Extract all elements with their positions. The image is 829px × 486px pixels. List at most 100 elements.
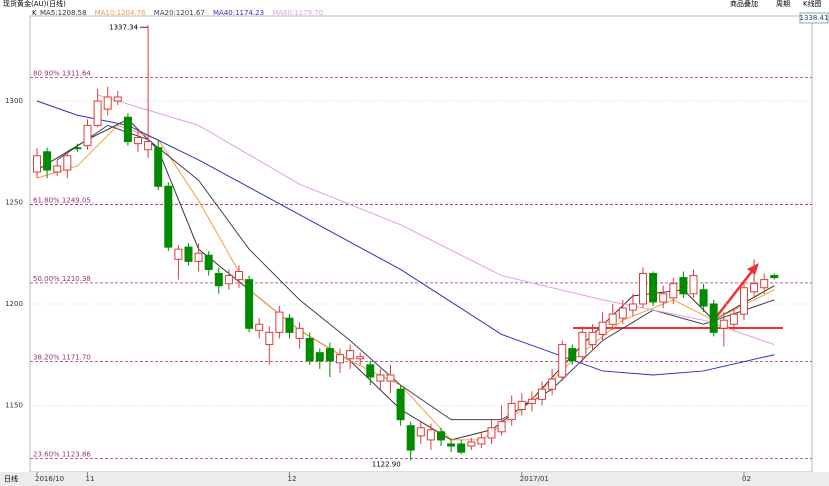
x-tick-label: 2016/10 xyxy=(35,475,64,483)
candle-body xyxy=(265,331,274,346)
toolbar-button[interactable]: K线图 xyxy=(803,0,822,8)
legend-entry: MA60:1179.70 xyxy=(272,9,323,17)
candle-body xyxy=(33,155,41,173)
candle-body xyxy=(608,313,617,325)
candle-body xyxy=(305,337,314,362)
x-tick-label: 11 xyxy=(86,475,95,483)
candle-body xyxy=(517,400,526,410)
candle-body xyxy=(245,279,254,329)
ma-line xyxy=(36,100,775,376)
y-tick-label: 1150 xyxy=(5,401,23,409)
candle-body xyxy=(376,374,385,382)
candle-body xyxy=(184,246,193,262)
chart-title: 现货黄金(AU)(日线) xyxy=(3,0,66,8)
candle-body xyxy=(527,398,536,404)
candle-body xyxy=(416,427,425,437)
candle-body xyxy=(659,293,668,303)
level-label: 23.60% 1123.86 xyxy=(33,450,91,458)
candle-body xyxy=(548,378,557,390)
candle-body xyxy=(73,147,82,150)
candle-body xyxy=(406,425,415,451)
candle-body xyxy=(396,388,405,421)
candle-body xyxy=(628,303,637,311)
candle-body xyxy=(315,352,324,362)
candle-body xyxy=(255,323,264,331)
candle-body xyxy=(53,165,62,173)
candle-body xyxy=(113,96,122,102)
candle-body xyxy=(447,443,456,447)
candle-body xyxy=(154,147,163,187)
candle-body xyxy=(83,124,92,147)
candle-body xyxy=(43,151,52,171)
x-tick-label: 02 xyxy=(742,475,751,483)
candle-body xyxy=(346,350,355,360)
max-label: 1337.34 xyxy=(109,23,138,31)
candle-body xyxy=(770,275,779,279)
y-tick-label: 1300 xyxy=(5,97,23,105)
level-label: 38.20% 1171.70 xyxy=(33,353,91,361)
candle-body xyxy=(275,311,284,333)
y-tick-label: 1250 xyxy=(5,198,23,206)
candle-body xyxy=(386,374,395,382)
candle-body xyxy=(588,331,597,346)
min-label: 1122.90 xyxy=(372,460,401,468)
candle-body xyxy=(618,307,627,319)
candle-body xyxy=(689,275,698,295)
candle-body xyxy=(598,321,607,335)
candle-body xyxy=(568,348,577,362)
candle-body xyxy=(194,252,203,262)
candle-body xyxy=(356,356,365,360)
level-label: 80.90% 1311.64 xyxy=(33,69,91,77)
candle-body xyxy=(93,100,102,126)
legend-entry: MA5:1208.58 xyxy=(40,9,87,17)
candle-body xyxy=(709,303,718,333)
candle-body xyxy=(437,431,445,441)
candle-body xyxy=(123,116,132,143)
x-tick-label: 2017/01 xyxy=(520,475,549,483)
candle-body xyxy=(729,313,738,325)
candle-body xyxy=(538,388,546,400)
candle-body xyxy=(164,185,173,248)
candle-body xyxy=(285,317,294,333)
candle-body xyxy=(134,137,142,145)
candle-body xyxy=(669,283,678,299)
candle-body xyxy=(467,441,476,447)
candle-body xyxy=(487,427,496,439)
candle-body xyxy=(760,279,769,289)
candle-body xyxy=(295,327,304,339)
y-tick-label: 1200 xyxy=(5,300,23,308)
candle-body xyxy=(639,273,647,305)
toolbar-button[interactable]: 周期 xyxy=(776,0,790,8)
candle-body xyxy=(426,429,435,441)
candle-body xyxy=(558,344,567,378)
level-label: 61.80% 1249.05 xyxy=(33,196,91,204)
candle-body xyxy=(649,273,658,303)
value-box xyxy=(799,12,829,24)
candle-body xyxy=(507,402,516,421)
x-axis-bar xyxy=(0,472,829,486)
candle-body xyxy=(103,96,112,110)
candle-body xyxy=(63,155,72,171)
period-label: 日线 xyxy=(4,474,18,483)
candle-body xyxy=(224,275,233,285)
ma-line xyxy=(97,94,775,346)
candle-body xyxy=(235,270,243,281)
candle-body xyxy=(325,348,334,362)
candle-body xyxy=(174,248,183,260)
candle-body xyxy=(336,354,344,364)
toolbar-button[interactable]: 商品叠加 xyxy=(730,0,758,8)
candle-body xyxy=(144,141,153,151)
candle-body xyxy=(750,283,759,293)
legend: K MA5:1208.58 MA10:1204.76 MA20:1201.67 MA4… xyxy=(32,9,323,17)
level-label: 50.00% 1210.38 xyxy=(33,275,91,283)
candle-body xyxy=(214,273,223,287)
candle-body xyxy=(719,319,728,329)
candle-body xyxy=(699,289,708,307)
candle-body xyxy=(578,331,587,358)
candle-body xyxy=(497,421,506,433)
legend-k: K xyxy=(32,9,37,17)
candle-body xyxy=(366,364,375,378)
